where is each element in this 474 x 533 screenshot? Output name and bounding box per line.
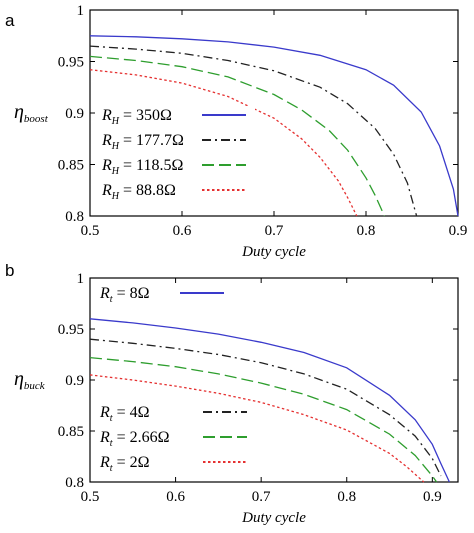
y-tick-label: 1	[77, 271, 85, 287]
legend: RH = 350Ω RH = 177.7Ω RH = 118.5Ω RH = 88.8…	[99, 106, 255, 202]
series-line-1	[89, 45, 418, 217]
y-tick-label: 0.85	[58, 424, 84, 440]
series-line-2	[89, 55, 385, 217]
x-tick-label: 0.9	[423, 489, 442, 505]
y-tick-label: 0.9	[65, 373, 84, 389]
legend-entry-bg	[97, 403, 256, 423]
y-tick-label: 0.95	[58, 55, 84, 71]
y-tick-label: 1	[77, 3, 85, 19]
legend-entry: RH = 177.7Ω	[99, 131, 255, 152]
x-axis-label: Duty cycle	[241, 244, 306, 260]
series-line-3	[89, 374, 425, 483]
legend-entry-bg	[99, 156, 255, 176]
legend-label: Rt = 8Ω	[99, 285, 150, 305]
legend-label: Rt = 2.66Ω	[99, 429, 170, 449]
legend-label: RH = 177.7Ω	[101, 132, 184, 152]
plot-frame	[89, 277, 459, 483]
legend-label: RH = 118.5Ω	[101, 157, 183, 177]
legend-entry-bg	[97, 284, 233, 304]
legend-label: Rt = 2Ω	[99, 454, 150, 474]
series-line-3	[89, 69, 358, 217]
legend-label: RH = 88.8Ω	[101, 182, 176, 202]
x-tick-label: 0.5	[81, 489, 100, 505]
panel-label: b	[5, 261, 14, 280]
x-tick-label: 0.9	[449, 223, 468, 239]
legend-entry-bg	[97, 453, 256, 473]
legend-label: RH = 350Ω	[101, 107, 172, 127]
legend: Rt = 8Ω	[97, 284, 233, 305]
x-tick-label: 0.7	[252, 489, 271, 505]
legend-entry: Rt = 8Ω	[97, 284, 233, 305]
legend-entry-bg	[99, 131, 255, 151]
x-tick-label: 0.8	[337, 489, 356, 505]
y-axis-label: ηbuck	[14, 368, 46, 392]
legend-entry: Rt = 4Ω	[97, 403, 256, 424]
x-tick-label: 0.7	[265, 223, 284, 239]
series-line-0	[89, 35, 459, 217]
legend-entry-bg	[99, 106, 255, 126]
x-tick-label: 0.6	[166, 489, 185, 505]
legend-entry-bg	[97, 428, 256, 448]
y-tick-label: 0.8	[65, 209, 84, 225]
series-line-0	[89, 318, 450, 483]
legend-entry: Rt = 2Ω	[97, 453, 256, 474]
x-tick-label: 0.6	[173, 223, 192, 239]
legend-entry-bg	[99, 181, 255, 201]
legend-entry: RH = 350Ω	[99, 106, 255, 127]
legend-entry: Rt = 2.66Ω	[97, 428, 256, 449]
y-tick-label: 0.95	[58, 322, 84, 338]
legend-entry: RH = 118.5Ω	[99, 156, 255, 177]
y-tick-label: 0.8	[65, 475, 84, 491]
series-line-1	[89, 338, 442, 477]
y-tick-label: 0.9	[65, 106, 84, 122]
legend: Rt = 4Ω Rt = 2.66Ω Rt = 2Ω	[97, 403, 256, 474]
y-axis-label: ηboost	[14, 101, 49, 125]
x-axis-label: Duty cycle	[241, 510, 306, 526]
legend-entry: RH = 88.8Ω	[99, 181, 255, 202]
legend-label: Rt = 4Ω	[99, 404, 150, 424]
panel-label: a	[5, 11, 15, 30]
series-line-2	[89, 356, 438, 483]
x-tick-label: 0.8	[357, 223, 376, 239]
y-tick-label: 0.85	[58, 158, 84, 174]
chart-b: 0.5 0.6 0.7 0.8 0.9 0.8 0.85 0.9 0.95 1 Rt = 8Ω Rt …	[5, 261, 459, 526]
x-tick-label: 0.5	[81, 223, 100, 239]
